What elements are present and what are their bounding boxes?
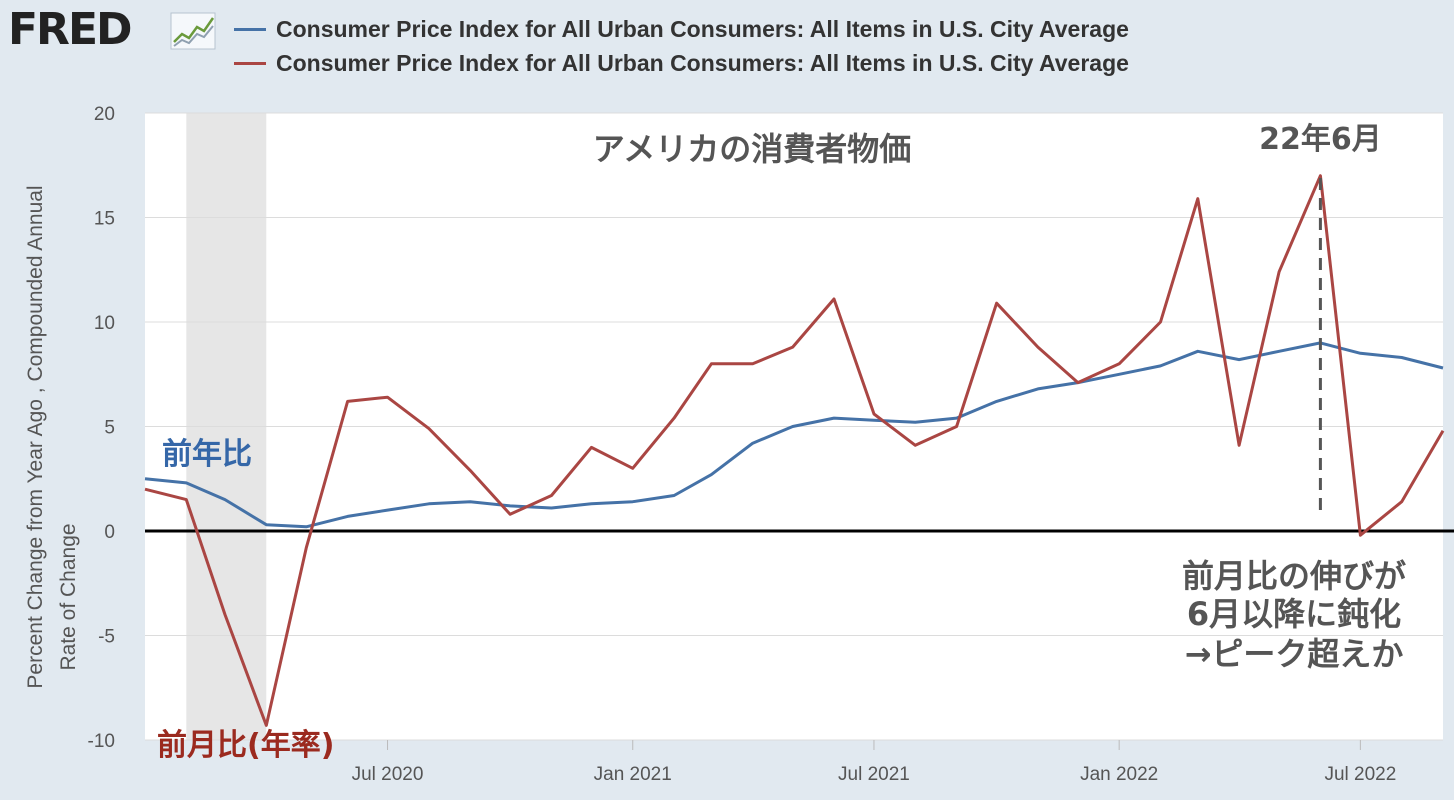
legend-label-yoy: Consumer Price Index for All Urban Consu… <box>276 15 1129 42</box>
y-tick-label: -5 <box>98 627 115 648</box>
x-tick-label: Jul 2022 <box>1324 764 1396 785</box>
y-tick-label: 5 <box>104 418 115 439</box>
legend-item-mom[interactable]: Consumer Price Index for All Urban Consu… <box>234 46 1129 80</box>
x-tick-label: Jan 2022 <box>1080 764 1158 785</box>
legend-swatch-mom <box>234 61 266 65</box>
chart-title: アメリカの消費者物価 <box>593 130 911 168</box>
fred-logo[interactable]: FRED <box>8 4 133 55</box>
y-tick-label: -10 <box>88 731 115 752</box>
series-lines <box>144 174 1445 727</box>
x-axis-ticks: Jul 2020 Jan 2021 Jul 2021 Jan 2022 Jul 2022 <box>352 740 1396 785</box>
y-axis-label-line-1: Percent Change from Year Ago , Compounde… <box>24 185 47 688</box>
annotation-mom-label: 前月比(年率) <box>157 728 334 763</box>
annotation-comment-line-2: 6月以降に鈍化 <box>1187 595 1401 633</box>
series-mom-line[interactable] <box>144 174 1445 727</box>
legend: Consumer Price Index for All Urban Consu… <box>234 12 1129 80</box>
annotation-peak-label: 22年6月 <box>1259 122 1382 157</box>
y-tick-label: 10 <box>94 313 115 334</box>
trend-chart-icon <box>170 12 216 50</box>
y-tick-label: 15 <box>94 209 115 230</box>
annotation-comment-line-3: →ピーク超えか <box>1185 635 1404 673</box>
x-tick-label: Jul 2021 <box>838 764 910 785</box>
annotation-yoy-label: 前年比 <box>162 437 252 472</box>
annotation-comment-line-1: 前月比の伸びが <box>1182 557 1406 595</box>
x-tick-label: Jan 2021 <box>594 764 672 785</box>
y-tick-label: 0 <box>104 522 115 543</box>
legend-swatch-yoy <box>234 27 266 31</box>
y-axis-label-line-2: Rate of Change <box>57 523 80 670</box>
y-tick-label: 20 <box>94 104 115 125</box>
legend-item-yoy[interactable]: Consumer Price Index for All Urban Consu… <box>234 12 1129 46</box>
x-tick-label: Jul 2020 <box>352 764 424 785</box>
y-axis-ticks: -10 -5 0 5 10 15 20 <box>88 104 115 752</box>
legend-label-mom: Consumer Price Index for All Urban Consu… <box>276 49 1129 76</box>
